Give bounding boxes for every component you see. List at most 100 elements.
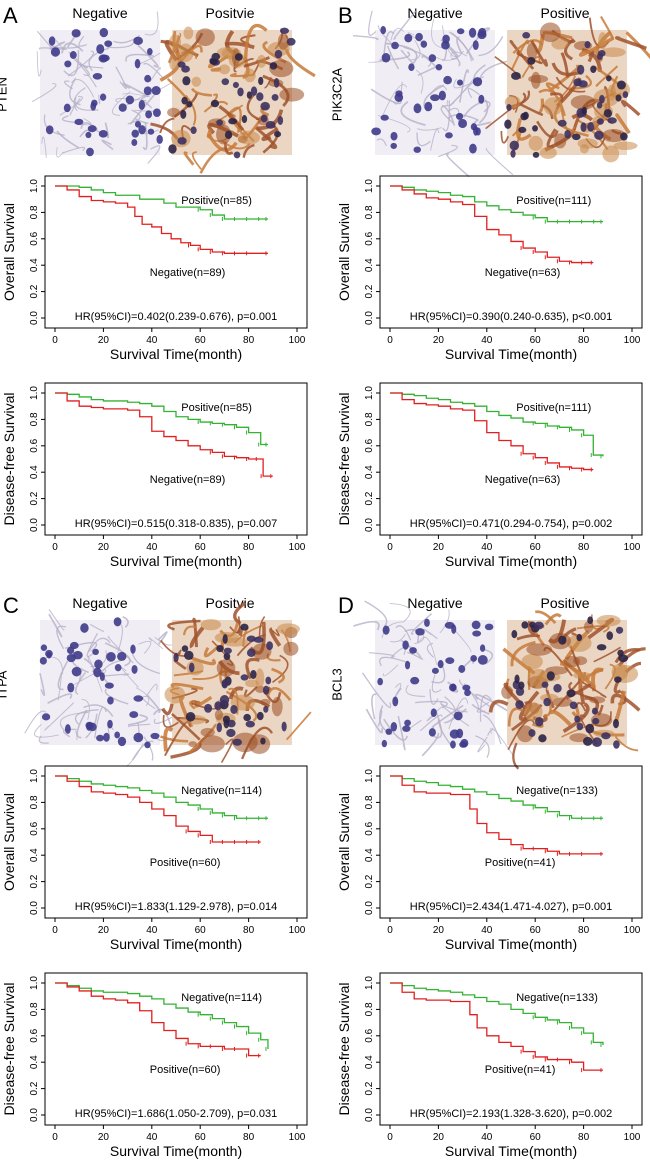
legend-upper: Positive(n=111) xyxy=(516,402,591,414)
gene-label: PIK3C2A xyxy=(329,67,345,122)
km-plot-A-dfs: 0.0 0.2 0.4 0.6 0.8 1.0 0 20 40 60 80 100 Survival T… xyxy=(0,375,315,575)
legend-lower: Positive(n=41) xyxy=(485,1064,556,1076)
y-tick-label: 0.4 xyxy=(29,258,40,272)
km-curve-green xyxy=(390,392,604,457)
km-plot-D-dfs: 0.0 0.2 0.4 0.6 0.8 1.0 0 20 40 60 80 100 Survival T… xyxy=(335,965,650,1165)
hazard-ratio-text: HR(95%CI)=0.402(0.239-0.676), p=0.001 xyxy=(75,311,277,323)
x-axis-label: Survival Time(month) xyxy=(445,346,577,362)
plot-frame xyxy=(44,175,308,329)
y-tick-label: 1.0 xyxy=(364,386,375,400)
x-tick-label: 20 xyxy=(433,542,445,553)
x-tick-label: 40 xyxy=(146,335,158,346)
x-tick-label: 0 xyxy=(52,542,58,553)
km-plot-C-dfs: 0.0 0.2 0.4 0.6 0.8 1.0 0 20 40 60 80 100 Survival T… xyxy=(0,965,315,1165)
y-axis-label: Disease-free Survival xyxy=(336,982,352,1115)
x-tick-label: 20 xyxy=(98,925,110,936)
y-tick-label: 0.8 xyxy=(364,412,375,426)
x-axis-label: Survival Time(month) xyxy=(110,346,242,362)
ihc-image-positive xyxy=(150,23,316,174)
y-tick-label: 0.0 xyxy=(364,1108,375,1122)
y-tick-label: 0.6 xyxy=(364,438,375,452)
x-axis-label: Survival Time(month) xyxy=(445,936,577,952)
x-tick-label: 0 xyxy=(387,542,393,553)
hazard-ratio-text: HR(95%CI)=0.515(0.318-0.835), p=0.007 xyxy=(75,518,277,530)
legend-upper: Negative(n=114) xyxy=(181,992,262,1004)
x-tick-label: 60 xyxy=(530,335,542,346)
y-tick-label: 1.0 xyxy=(364,976,375,990)
x-tick-label: 20 xyxy=(433,1132,445,1143)
ihc-label-left: Negative xyxy=(72,595,128,611)
km-curve-red xyxy=(390,392,594,471)
x-tick-label: 100 xyxy=(289,335,306,346)
y-tick-label: 0.6 xyxy=(29,438,40,452)
x-axis-label: Survival Time(month) xyxy=(110,936,242,952)
x-tick-label: 20 xyxy=(433,925,445,936)
y-tick-label: 0.0 xyxy=(364,311,375,325)
x-tick-label: 100 xyxy=(624,542,641,553)
x-tick-label: 80 xyxy=(243,542,255,553)
y-tick-label: 1.0 xyxy=(364,179,375,193)
y-tick-label: 0.4 xyxy=(29,465,40,479)
legend-upper: Positive(n=85) xyxy=(181,402,252,414)
y-tick-label: 0.8 xyxy=(29,205,40,219)
legend-lower: Positive(n=60) xyxy=(150,857,221,869)
plot-frame xyxy=(44,765,308,919)
y-tick-label: 0.6 xyxy=(29,821,40,835)
legend-lower: Positive(n=41) xyxy=(485,857,556,869)
y-axis-label: Overall Survival xyxy=(1,203,17,301)
y-tick-label: 0.2 xyxy=(364,874,375,888)
ihc-label-left: Negative xyxy=(407,595,463,611)
km-plot-C-os: 0.0 0.2 0.4 0.6 0.8 1.0 0 20 40 60 80 100 Survival T… xyxy=(0,758,315,958)
legend-upper: Negative(n=114) xyxy=(181,785,262,797)
ihc-image-positive xyxy=(485,15,650,163)
km-plot-B-os: 0.0 0.2 0.4 0.6 0.8 1.0 0 20 40 60 80 100 Survival T… xyxy=(335,168,650,368)
km-curve-red xyxy=(390,185,594,264)
y-tick-label: 1.0 xyxy=(29,976,40,990)
hazard-ratio-text: HR(95%CI)=2.193(1.328-3.620), p=0.002 xyxy=(410,1108,612,1120)
ihc-label-left: Negative xyxy=(407,5,463,21)
legend-upper: Positive(n=111) xyxy=(516,195,591,207)
plot-frame xyxy=(379,765,643,919)
x-tick-label: 100 xyxy=(289,1132,306,1143)
y-tick-label: 0.8 xyxy=(29,795,40,809)
x-tick-label: 40 xyxy=(146,925,158,936)
ihc-label-right: Positive xyxy=(540,5,590,21)
km-curve-red xyxy=(390,982,603,1071)
x-tick-label: 80 xyxy=(243,925,255,936)
y-tick-label: 0.2 xyxy=(364,284,375,298)
x-tick-label: 40 xyxy=(146,542,158,553)
plot-frame xyxy=(379,972,643,1126)
y-tick-label: 0.6 xyxy=(364,1028,375,1042)
km-plot-D-os: 0.0 0.2 0.4 0.6 0.8 1.0 0 20 40 60 80 100 Survival T… xyxy=(335,758,650,958)
y-tick-label: 0.2 xyxy=(29,491,40,505)
x-tick-label: 80 xyxy=(578,335,590,346)
y-tick-label: 0.0 xyxy=(364,518,375,532)
panel-letter: D xyxy=(338,593,354,618)
x-tick-label: 80 xyxy=(243,1132,255,1143)
y-tick-label: 0.4 xyxy=(29,1055,40,1069)
x-axis-label: Survival Time(month) xyxy=(445,553,577,569)
panel-letter: B xyxy=(338,3,353,28)
km-curve-green xyxy=(55,775,268,819)
gene-label: ITPA xyxy=(0,670,10,699)
ihc-label-right: Positive xyxy=(540,595,590,611)
x-tick-label: 60 xyxy=(530,925,542,936)
y-tick-label: 1.0 xyxy=(364,769,375,783)
x-tick-label: 40 xyxy=(481,925,493,936)
x-tick-label: 80 xyxy=(578,925,590,936)
y-tick-label: 1.0 xyxy=(29,179,40,193)
y-tick-label: 0.8 xyxy=(29,1002,40,1016)
y-tick-label: 0.0 xyxy=(29,901,40,915)
x-tick-label: 60 xyxy=(195,335,207,346)
y-tick-label: 0.2 xyxy=(364,491,375,505)
legend-upper: Negative(n=133) xyxy=(516,992,598,1004)
x-tick-label: 40 xyxy=(481,542,493,553)
panel-letter: A xyxy=(3,3,18,28)
legend-lower: Negative(n=89) xyxy=(150,267,226,279)
x-tick-label: 0 xyxy=(52,1132,58,1143)
km-curve-green xyxy=(55,392,268,446)
x-tick-label: 20 xyxy=(433,335,445,346)
km-plot-A-os: 0.0 0.2 0.4 0.6 0.8 1.0 0 20 40 60 80 100 Survival T… xyxy=(0,168,315,368)
y-tick-label: 0.8 xyxy=(364,1002,375,1016)
x-tick-label: 100 xyxy=(624,335,641,346)
